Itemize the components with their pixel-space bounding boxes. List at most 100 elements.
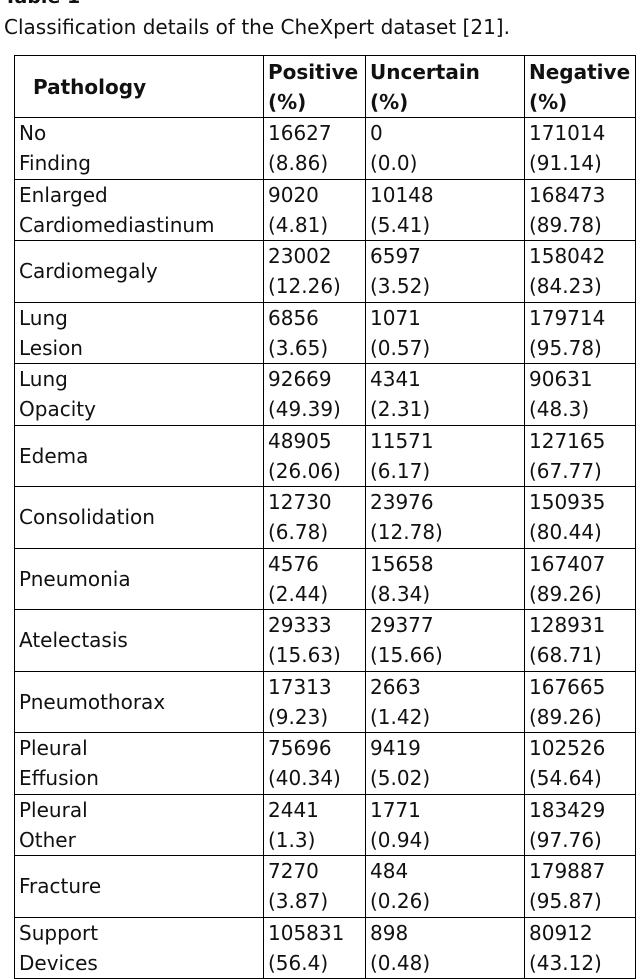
cell-line: Pleural <box>19 797 88 822</box>
cell-line: (68.71) <box>529 643 602 668</box>
cell-line: 2441 <box>268 797 319 822</box>
cell-line: 128931 <box>529 613 606 638</box>
cell-line: (89.78) <box>529 212 602 237</box>
cell-line: 1071 <box>370 305 421 330</box>
cell-line: Finding <box>19 151 91 176</box>
header-cell: Pathology <box>14 55 264 118</box>
table-cell: 102526 (54.64) <box>524 732 636 795</box>
table-row: Pleural Other 2441 (1.3) 1771 (0.94) 183429 (97… <box>14 793 636 856</box>
cell-line: 6597 <box>370 244 421 269</box>
cell-line: (0.57) <box>370 335 431 360</box>
cell-line: (43.12) <box>529 950 602 975</box>
cell-line: Positive <box>268 59 359 84</box>
table-cell: No Finding <box>14 117 264 180</box>
table-cell: 1071 (0.57) <box>365 301 525 364</box>
cell-line: (0.48) <box>370 950 431 975</box>
cell-line: (8.34) <box>370 581 431 606</box>
cell-line: (56.4) <box>268 950 329 975</box>
cell-line: Devices <box>19 950 98 975</box>
cell-line: 75696 <box>268 736 332 761</box>
cell-line: 167665 <box>529 674 606 699</box>
table-cell: 127165 (67.77) <box>524 424 636 487</box>
table-cell: 2663 (1.42) <box>365 670 525 733</box>
table-cell: 898 (0.48) <box>365 916 525 979</box>
cell-line: (15.66) <box>370 643 443 668</box>
table-cell: 6856 (3.65) <box>263 301 366 364</box>
cell-line: (67.77) <box>529 458 602 483</box>
table-cell: 167407 (89.26) <box>524 547 636 610</box>
cell-line: Cardiomegaly <box>19 259 158 284</box>
table-cell: 17313 (9.23) <box>263 670 366 733</box>
header-cell: Positive (%) <box>263 55 366 118</box>
table-label: Table 1 <box>4 0 80 8</box>
table-cell: 10148 (5.41) <box>365 178 525 241</box>
header-row: Pathology Positive (%) Uncertain (%) Negative… <box>14 55 636 118</box>
cell-line: 29377 <box>370 613 434 638</box>
table-cell: 1771 (0.94) <box>365 793 525 856</box>
table-cell: 6597 (3.52) <box>365 240 525 303</box>
cell-line: (5.02) <box>370 766 431 791</box>
cell-line: (26.06) <box>268 458 341 483</box>
cell-line: 102526 <box>529 736 606 761</box>
cell-line: (95.87) <box>529 889 602 914</box>
cell-line: (3.87) <box>268 889 329 914</box>
cell-line: (15.63) <box>268 643 341 668</box>
table-row: Pneumothorax 17313 (9.23) 2663 (1.42) 167665 (… <box>14 670 636 733</box>
cell-line: 150935 <box>529 490 606 515</box>
cell-line: 1771 <box>370 797 421 822</box>
cell-line: Edema <box>19 443 89 468</box>
cell-line: (48.3) <box>529 397 590 422</box>
table-cell: 48905 (26.06) <box>263 424 366 487</box>
table-cell: 12730 (6.78) <box>263 486 366 549</box>
table-cell: 171014 (91.14) <box>524 117 636 180</box>
cell-line: 168473 <box>529 182 606 207</box>
cell-line: 10148 <box>370 182 434 207</box>
cell-line: Negative <box>529 59 631 84</box>
table: Pathology Positive (%) Uncertain (%) Negative… <box>14 55 636 979</box>
cell-line: (4.81) <box>268 212 329 237</box>
table-cell: 80912 (43.12) <box>524 916 636 979</box>
cell-line: 80912 <box>529 920 593 945</box>
table-caption: Classification details of the CheXpert d… <box>4 15 510 39</box>
cell-line: 183429 <box>529 797 606 822</box>
table-body: No Finding 16627 (8.86) 0 (0.0) 171014 (91.14) E… <box>14 117 636 979</box>
cell-line: (5.41) <box>370 212 431 237</box>
table-row: No Finding 16627 (8.86) 0 (0.0) 171014 (91.14) <box>14 117 636 180</box>
table-row: Enlarged Cardiomediastinum 9020 (4.81) 10148… <box>14 178 636 241</box>
cell-line: 0 <box>370 121 383 146</box>
cell-line: Effusion <box>19 766 99 791</box>
cell-line: 48905 <box>268 428 332 453</box>
cell-line: Pleural <box>19 736 88 761</box>
table-cell: 179714 (95.78) <box>524 301 636 364</box>
cell-line: 90631 <box>529 367 593 392</box>
cell-line: 9020 <box>268 182 319 207</box>
table-row: Lung Lesion 6856 (3.65) 1071 (0.57) 179714 (95.… <box>14 301 636 364</box>
cell-line: (80.44) <box>529 520 602 545</box>
cell-line: (6.78) <box>268 520 329 545</box>
cell-line: 9419 <box>370 736 421 761</box>
cell-line: 11571 <box>370 428 434 453</box>
table-cell: 23976 (12.78) <box>365 486 525 549</box>
table-cell: Pleural Other <box>14 793 264 856</box>
table-cell: Support Devices <box>14 916 264 979</box>
table-cell: Pleural Effusion <box>14 732 264 795</box>
cell-line: (9.23) <box>268 704 329 729</box>
table-cell: 92669 (49.39) <box>263 363 366 426</box>
table-cell: Pneumonia <box>14 547 264 610</box>
cell-line: (8.86) <box>268 151 329 176</box>
cell-line: 7270 <box>268 859 319 884</box>
cell-line: (97.76) <box>529 827 602 852</box>
cell-line: 23002 <box>268 244 332 269</box>
table-row: Cardiomegaly 23002 (12.26) 6597 (3.52) 158042… <box>14 240 636 303</box>
cell-line: (%) <box>529 89 568 114</box>
cell-line: 16627 <box>268 121 332 146</box>
table-cell: 4576 (2.44) <box>263 547 366 610</box>
cell-line: Pneumothorax <box>19 689 166 714</box>
cell-line: (2.44) <box>268 581 329 606</box>
cell-line: (%) <box>370 89 409 114</box>
cell-line: 29333 <box>268 613 332 638</box>
table-cell: Consolidation <box>14 486 264 549</box>
cell-line: (49.39) <box>268 397 341 422</box>
cell-line: 171014 <box>529 121 606 146</box>
cell-line: (0.0) <box>370 151 418 176</box>
